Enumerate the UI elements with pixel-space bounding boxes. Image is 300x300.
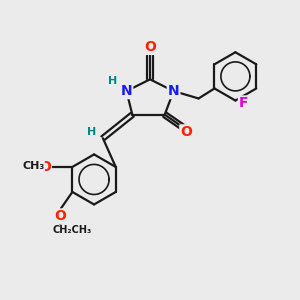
Text: N: N [121, 84, 132, 98]
Text: O: O [55, 209, 67, 224]
Text: CH₂CH₃: CH₂CH₃ [53, 225, 92, 235]
Text: O: O [39, 160, 51, 174]
Text: O: O [144, 40, 156, 54]
Text: N: N [168, 84, 179, 98]
Text: F: F [239, 97, 248, 110]
Text: H: H [108, 76, 117, 86]
Text: H: H [87, 127, 96, 137]
Text: CH₃: CH₃ [22, 161, 44, 171]
Text: O: O [180, 125, 192, 139]
